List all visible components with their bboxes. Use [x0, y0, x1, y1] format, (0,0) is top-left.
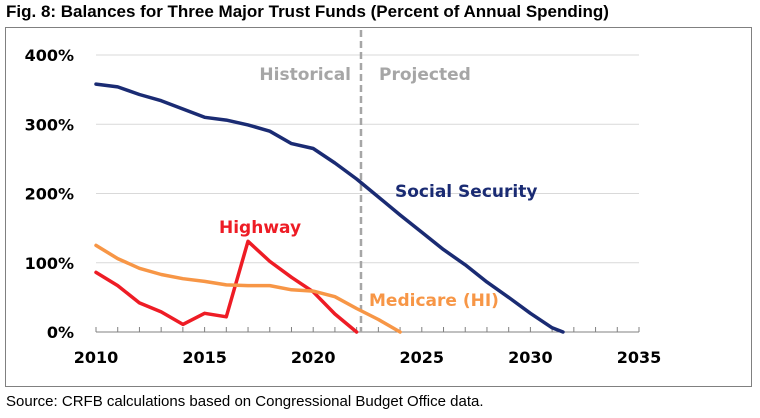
line-medicare — [94, 243, 402, 334]
historical-label: Historical — [259, 65, 351, 85]
x-tick-label: 2010 — [74, 348, 119, 367]
projected-label: Projected — [379, 65, 471, 85]
y-tick-label: 0% — [47, 323, 74, 342]
y-tick-label: 400% — [25, 46, 74, 65]
grid-lines — [96, 54, 639, 264]
y-tick-label: 100% — [25, 254, 74, 273]
chart-frame — [5, 27, 752, 387]
x-tick-label: 2020 — [291, 348, 336, 367]
chart-title: Fig. 8: Balances for Three Major Trust F… — [6, 2, 609, 21]
y-tick-label: 200% — [25, 185, 74, 204]
x-tick-label: 2030 — [508, 348, 553, 367]
series-label-highway: Highway — [219, 218, 301, 238]
x-tick-label: 2025 — [400, 348, 445, 367]
series-label-social-security: Social Security — [395, 182, 537, 202]
axes: 0% 100% 200% 300% 400% 2010 2015 2020 2025 2030 20… — [25, 46, 662, 367]
x-tick-label: 2035 — [617, 348, 662, 367]
line-social-security — [94, 82, 565, 334]
series-lines — [94, 82, 565, 334]
source-note: Source: CRFB calculations based on Congr… — [6, 393, 484, 410]
chart-labels: Historical Projected Social Security Hig… — [219, 65, 537, 311]
y-tick-label: 300% — [25, 115, 74, 134]
series-label-medicare: Medicare (HI) — [369, 291, 499, 311]
x-tick-label: 2015 — [182, 348, 227, 367]
